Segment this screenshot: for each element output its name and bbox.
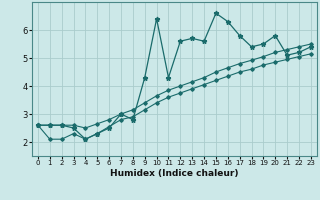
X-axis label: Humidex (Indice chaleur): Humidex (Indice chaleur) (110, 169, 239, 178)
